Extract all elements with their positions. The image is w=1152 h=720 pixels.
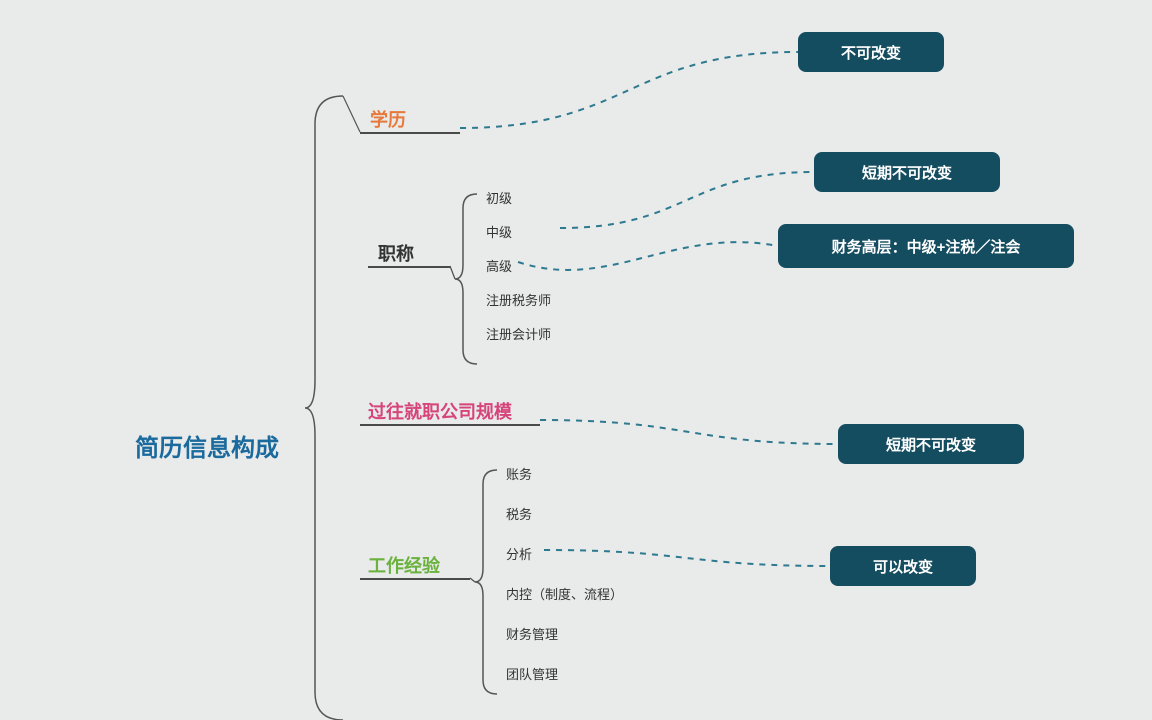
- sub-item-title-2: 高级: [486, 256, 512, 275]
- pill-3: 短期不可改变: [838, 424, 1024, 464]
- branch-label-title: 职称: [378, 240, 414, 266]
- pill-2: 财务高层：中级+注税／注会: [778, 224, 1074, 268]
- sub-item-title-3: 注册税务师: [486, 290, 551, 309]
- sub-bracket-experience: [475, 470, 497, 694]
- sub-item-experience-5: 团队管理: [506, 664, 558, 683]
- pill-0: 不可改变: [798, 32, 944, 72]
- pill-1: 短期不可改变: [814, 152, 1000, 192]
- connector-company-0: [540, 420, 838, 444]
- sub-item-experience-2: 分析: [506, 544, 532, 563]
- connector-title-0: [560, 172, 814, 228]
- connector-layer: [0, 0, 1152, 720]
- sub-bracket-title: [455, 194, 477, 364]
- branch-label-education: 学历: [370, 106, 406, 132]
- connector-title-1: [518, 242, 778, 270]
- branch-underline-experience: [360, 578, 470, 580]
- pill-4: 可以改变: [830, 546, 976, 586]
- connector-experience-0: [544, 550, 830, 566]
- branch-underline-company: [360, 424, 540, 426]
- sub-item-experience-1: 税务: [506, 504, 532, 523]
- bracket-stub-experience: [470, 578, 475, 582]
- root-title: 简历信息构成: [135, 428, 279, 463]
- branch-label-experience: 工作经验: [368, 552, 440, 578]
- sub-item-experience-0: 账务: [506, 464, 532, 483]
- branch-underline-education: [360, 132, 460, 134]
- sub-item-title-4: 注册会计师: [486, 324, 551, 343]
- branch-label-company: 过往就职公司规模: [368, 398, 512, 424]
- connector-education-0: [460, 52, 798, 128]
- bracket-stub-title: [450, 266, 455, 279]
- sub-item-title-0: 初级: [486, 188, 512, 207]
- sub-item-experience-4: 财务管理: [506, 624, 558, 643]
- sub-item-experience-3: 内控（制度、流程）: [506, 584, 623, 603]
- diagram-canvas: 简历信息构成不可改变短期不可改变财务高层：中级+注税／注会短期不可改变可以改变学…: [0, 0, 1152, 720]
- root-bracket: [305, 96, 343, 720]
- sub-item-title-1: 中级: [486, 222, 512, 241]
- branch-underline-title: [368, 266, 450, 268]
